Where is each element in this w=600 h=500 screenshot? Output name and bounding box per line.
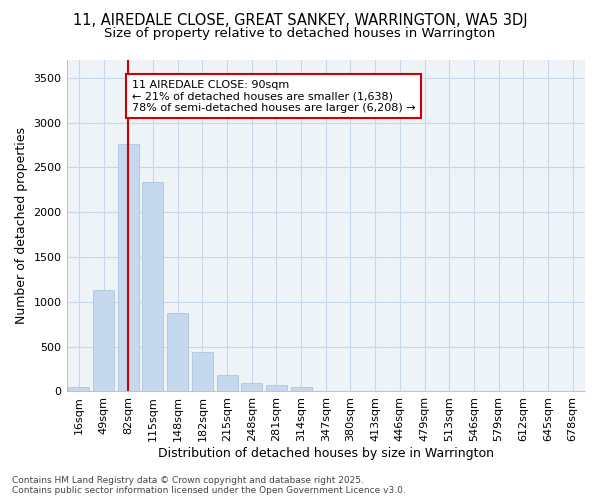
Bar (241, 382, 262, 392)
Bar (290, 388, 311, 392)
Bar (93, 290, 114, 392)
Bar (192, 352, 213, 392)
Bar (68, 387, 89, 392)
Text: 11 AIREDALE CLOSE: 90sqm
← 21% of detached houses are smaller (1,638)
78% of sem: 11 AIREDALE CLOSE: 90sqm ← 21% of detach… (132, 80, 416, 113)
X-axis label: Distribution of detached houses by size in Warrington: Distribution of detached houses by size … (158, 447, 494, 460)
Bar (118, 144, 139, 392)
Text: 11, AIREDALE CLOSE, GREAT SANKEY, WARRINGTON, WA5 3DJ: 11, AIREDALE CLOSE, GREAT SANKEY, WARRIN… (73, 12, 527, 28)
Bar (315, 390, 336, 392)
Y-axis label: Number of detached properties: Number of detached properties (15, 127, 28, 324)
Bar (266, 384, 287, 392)
Bar (217, 375, 238, 392)
Bar (142, 182, 163, 392)
Text: Size of property relative to detached houses in Warrington: Size of property relative to detached ho… (104, 28, 496, 40)
Bar (167, 312, 188, 392)
Text: Contains HM Land Registry data © Crown copyright and database right 2025.
Contai: Contains HM Land Registry data © Crown c… (12, 476, 406, 495)
